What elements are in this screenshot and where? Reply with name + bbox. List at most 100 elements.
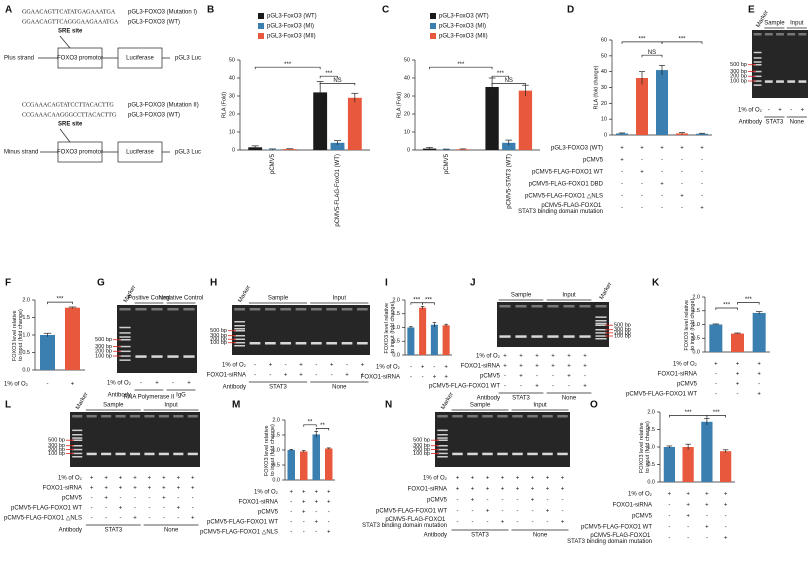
dna-band: [798, 80, 807, 83]
condition-sign: -: [148, 516, 150, 522]
condition-sign: +: [724, 503, 728, 509]
ladder-band: [72, 429, 83, 432]
condition-sign: +: [133, 476, 137, 482]
well: [341, 308, 353, 311]
y-axis-label: FOXO3 level relative to input (fold chan…: [639, 421, 651, 473]
condition-sign: -: [47, 382, 49, 388]
marker-label: Marker: [75, 392, 90, 411]
condition-sign: -: [568, 384, 570, 390]
condition-sign: +: [191, 486, 195, 492]
y-tick-label: 0.0: [22, 367, 30, 373]
condition-sign: +: [546, 509, 550, 515]
ladder-band: [753, 61, 762, 63]
condition-sign: -: [140, 381, 142, 387]
condition-sign: +: [551, 364, 555, 370]
bar: [682, 447, 694, 482]
condition-sign: -: [661, 194, 663, 200]
well: [249, 308, 261, 311]
condition-sign: -: [661, 158, 663, 164]
well: [547, 305, 559, 308]
antibody-group: STAT3: [766, 120, 784, 126]
condition-sign: +: [302, 510, 306, 516]
condition-sign: -: [661, 206, 663, 212]
promoter-box: [57, 141, 103, 163]
condition-sign: -: [269, 373, 271, 379]
legend-label: pGL3-FoxO3 (MII): [267, 34, 316, 40]
condition-sign: +: [330, 363, 334, 369]
condition-sign: +: [724, 492, 728, 498]
y-tick-label: 2.0: [392, 297, 400, 303]
bar: [282, 149, 297, 150]
condition-sign: -: [163, 506, 165, 512]
condition-sign: -: [536, 374, 538, 380]
condition-sign: +: [327, 530, 331, 536]
condition-label: pCMV5: [427, 498, 448, 504]
marker-size-label: 200 bp: [48, 447, 65, 453]
y-tick-label: 10: [229, 129, 235, 135]
bar: [709, 324, 723, 352]
condition-sign: +: [680, 146, 684, 152]
condition-sign: +: [567, 364, 571, 370]
well: [531, 305, 543, 308]
significance-label: NS: [505, 78, 513, 84]
dna-band: [452, 452, 463, 456]
marker-size-label: 300 bp: [95, 344, 112, 350]
y-tick-label: 0: [232, 147, 235, 153]
bar: [485, 87, 499, 150]
y-tick-label: 2.0: [22, 297, 30, 303]
condition-label: pCMV5-FLAG-FOXO1 WT: [376, 509, 447, 515]
well: [437, 415, 448, 418]
legend-label: pGL3-FoxO3 (MI): [267, 24, 314, 30]
condition-sign: +: [162, 496, 166, 502]
marker-size-label: 100 bp: [413, 451, 430, 457]
well: [144, 415, 155, 418]
condition-sign: +: [700, 206, 704, 212]
marker-label: Marker: [238, 285, 253, 304]
condition-sign: -: [715, 392, 717, 398]
dna-band: [187, 452, 198, 456]
dna-band: [467, 452, 478, 456]
ladder-band: [119, 350, 131, 353]
dna-band: [295, 342, 307, 345]
condition-label: pGL3-FOXO3 (WT): [551, 146, 603, 152]
condition-label: FOXO1-siRNA: [207, 373, 246, 379]
condition-label: pCMV5-FLAG-FOXO1 WT: [532, 170, 603, 176]
condition-sign: -: [290, 530, 292, 536]
y-tick-label: 0.5: [692, 336, 700, 342]
condition-label: pCMV5-FLAG-FOXO1 WT: [429, 384, 500, 390]
dna-band: [527, 452, 538, 456]
well: [280, 308, 292, 311]
significance-bracket: [706, 415, 726, 418]
condition-sign: +: [289, 490, 293, 496]
condition-sign: -: [562, 498, 564, 504]
ladder-band: [119, 355, 131, 357]
condition-sign: -: [584, 374, 586, 380]
ladder-band: [753, 70, 762, 73]
significance-bracket: [491, 83, 526, 86]
condition-sign: +: [519, 364, 523, 370]
significance-label: ***: [678, 36, 686, 42]
legend-swatch: [258, 23, 264, 29]
y-tick-label: 30: [601, 85, 607, 91]
ladder-band: [437, 429, 448, 432]
condition-sign: -: [134, 496, 136, 502]
condition-sign: +: [516, 487, 520, 493]
condition-sign: +: [705, 503, 709, 509]
condition-sign: -: [120, 516, 122, 522]
panel-label: D: [567, 5, 574, 16]
well: [467, 415, 478, 418]
condition-sign: -: [661, 170, 663, 176]
condition-sign: +: [162, 476, 166, 482]
condition-sign: -: [290, 510, 292, 516]
ladder-band: [437, 437, 448, 439]
condition-sign: -: [120, 496, 122, 502]
condition-sign: +: [177, 506, 181, 512]
significance-label: ***: [457, 62, 465, 68]
bar: [330, 142, 345, 150]
group-header: Input: [562, 293, 576, 299]
condition-sign: +: [724, 536, 728, 542]
well: [264, 308, 276, 311]
dna-band: [173, 452, 184, 456]
condition-label: FOXO1-siRNA: [408, 487, 447, 493]
antibody-group: None: [562, 396, 577, 402]
